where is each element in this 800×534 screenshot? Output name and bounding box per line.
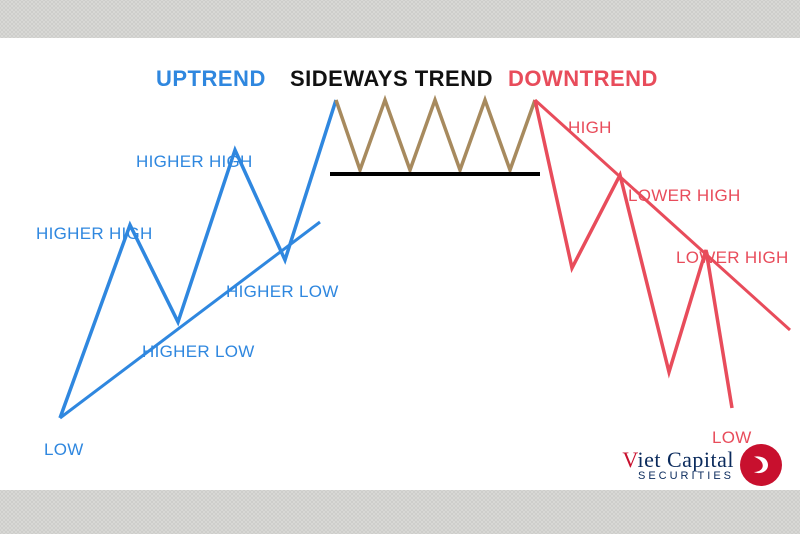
brand-logo: Viet Capital SECURITIES [622, 444, 782, 486]
logo-line1: Viet Capital [622, 449, 734, 471]
annot-lower-high-1: LOWER HIGH [628, 186, 741, 206]
downtrend-title: DOWNTREND [508, 66, 658, 92]
annot-higher-low-1: HIGHER LOW [142, 342, 255, 362]
logo-line2: SECURITIES [622, 471, 734, 482]
uptrend-trendline [60, 222, 320, 418]
logo-medallion-icon [740, 444, 782, 486]
annot-higher-low-2: HIGHER LOW [226, 282, 339, 302]
logo-wordmark: Viet Capital SECURITIES [622, 449, 734, 482]
sideways-line [336, 100, 535, 170]
annot-high: HIGH [568, 118, 612, 138]
annot-higher-high-1: HIGHER HIGH [36, 224, 153, 244]
sideways-title: SIDEWAYS TREND [290, 66, 493, 92]
annot-lower-high-2: LOWER HIGH [676, 248, 789, 268]
annot-higher-high-2: HIGHER HIGH [136, 152, 253, 172]
logo-rest: iet Capital [637, 447, 734, 472]
logo-v: V [622, 447, 637, 472]
uptrend-title: UPTREND [156, 66, 266, 92]
annot-low: LOW [44, 440, 84, 460]
uptrend-line [60, 100, 336, 418]
